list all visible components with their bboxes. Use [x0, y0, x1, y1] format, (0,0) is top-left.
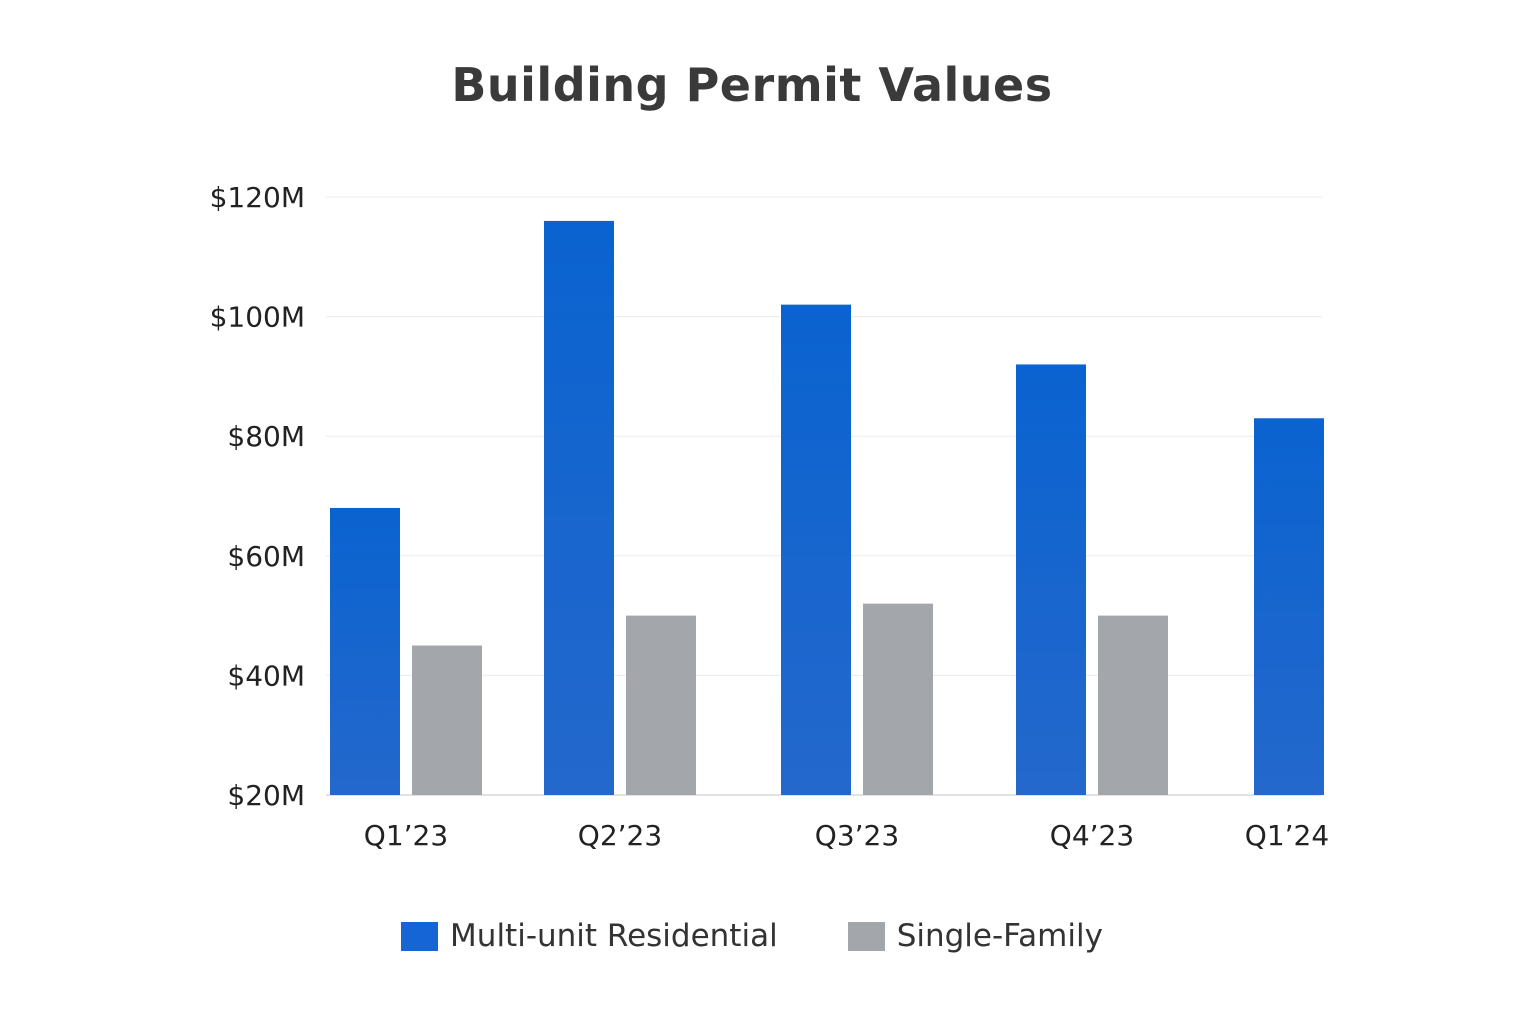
x-tick-label: Q3’23 [815, 819, 899, 852]
y-tick-label: $20M [227, 779, 305, 812]
bar-multi-unit-residential-1[interactable] [544, 220, 614, 796]
bar-single-family-2[interactable] [863, 603, 933, 795]
legend-item-multi-unit[interactable]: Multi-unit Residential [401, 918, 778, 954]
bar-single-family-1[interactable] [626, 615, 696, 795]
bars [330, 220, 1324, 796]
y-tick-label: $120M [210, 181, 305, 214]
chart-title: Building Permit Values [451, 58, 1053, 112]
bar-multi-unit-residential-2[interactable] [781, 304, 851, 795]
x-tick-label: Q2’23 [578, 819, 662, 852]
bar-single-family-0[interactable] [412, 645, 482, 796]
legend-swatch-multi-unit [401, 921, 439, 951]
x-tick-label: Q4’23 [1050, 819, 1134, 852]
legend: Multi-unit Residential Single-Family [0, 918, 1504, 954]
y-tick-label: $40M [227, 659, 305, 692]
legend-label-single-family: Single-Family [896, 918, 1103, 954]
legend-item-single-family[interactable]: Single-Family [847, 918, 1103, 954]
bar-multi-unit-residential-4[interactable] [1254, 418, 1324, 795]
y-tick-label: $60M [227, 540, 305, 573]
x-axis: Q1’23 Q2’23 Q3’23 Q4’23 Q1’24 [364, 819, 1329, 852]
bar-multi-unit-residential-0[interactable] [330, 507, 400, 795]
bar-multi-unit-residential-3[interactable] [1016, 364, 1086, 795]
y-axis: $20M $40M $60M $80M $100M $120M [210, 181, 305, 812]
y-tick-label: $80M [227, 420, 305, 453]
legend-label-multi-unit: Multi-unit Residential [450, 918, 778, 954]
legend-swatch-single-family [847, 921, 885, 951]
y-tick-label: $100M [210, 301, 305, 334]
x-tick-label: Q1’24 [1245, 819, 1329, 852]
x-tick-label: Q1’23 [364, 819, 448, 852]
bar-single-family-3[interactable] [1098, 615, 1168, 795]
